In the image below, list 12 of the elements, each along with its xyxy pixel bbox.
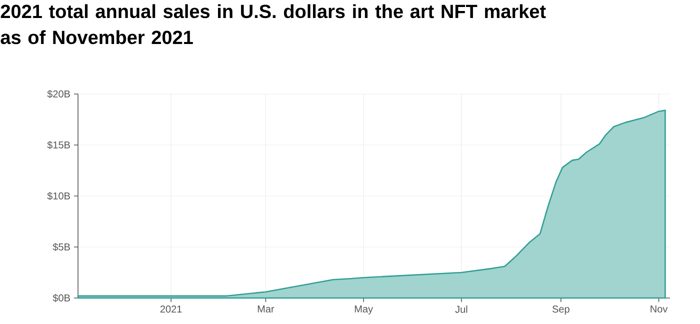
chart-title: 2021 total annual sales in U.S. dollars in the art NFT market as of November 2021 xyxy=(0,4,546,44)
y-tick-label: $5B xyxy=(52,242,70,252)
x-tick-label: Jul xyxy=(455,306,468,313)
x-tick-label: 2021 xyxy=(160,306,182,313)
y-tick-label: $10B xyxy=(47,192,70,200)
x-tick-label: Nov xyxy=(650,306,668,313)
x-tick-label: Sep xyxy=(552,306,570,315)
x-tick-label: Mar xyxy=(258,306,274,313)
y-tick-label: $15B xyxy=(47,140,70,150)
y-tick-label: $0B xyxy=(52,294,70,302)
y-tick-label: $20B xyxy=(47,90,70,98)
x-tick-label: May xyxy=(354,306,374,314)
